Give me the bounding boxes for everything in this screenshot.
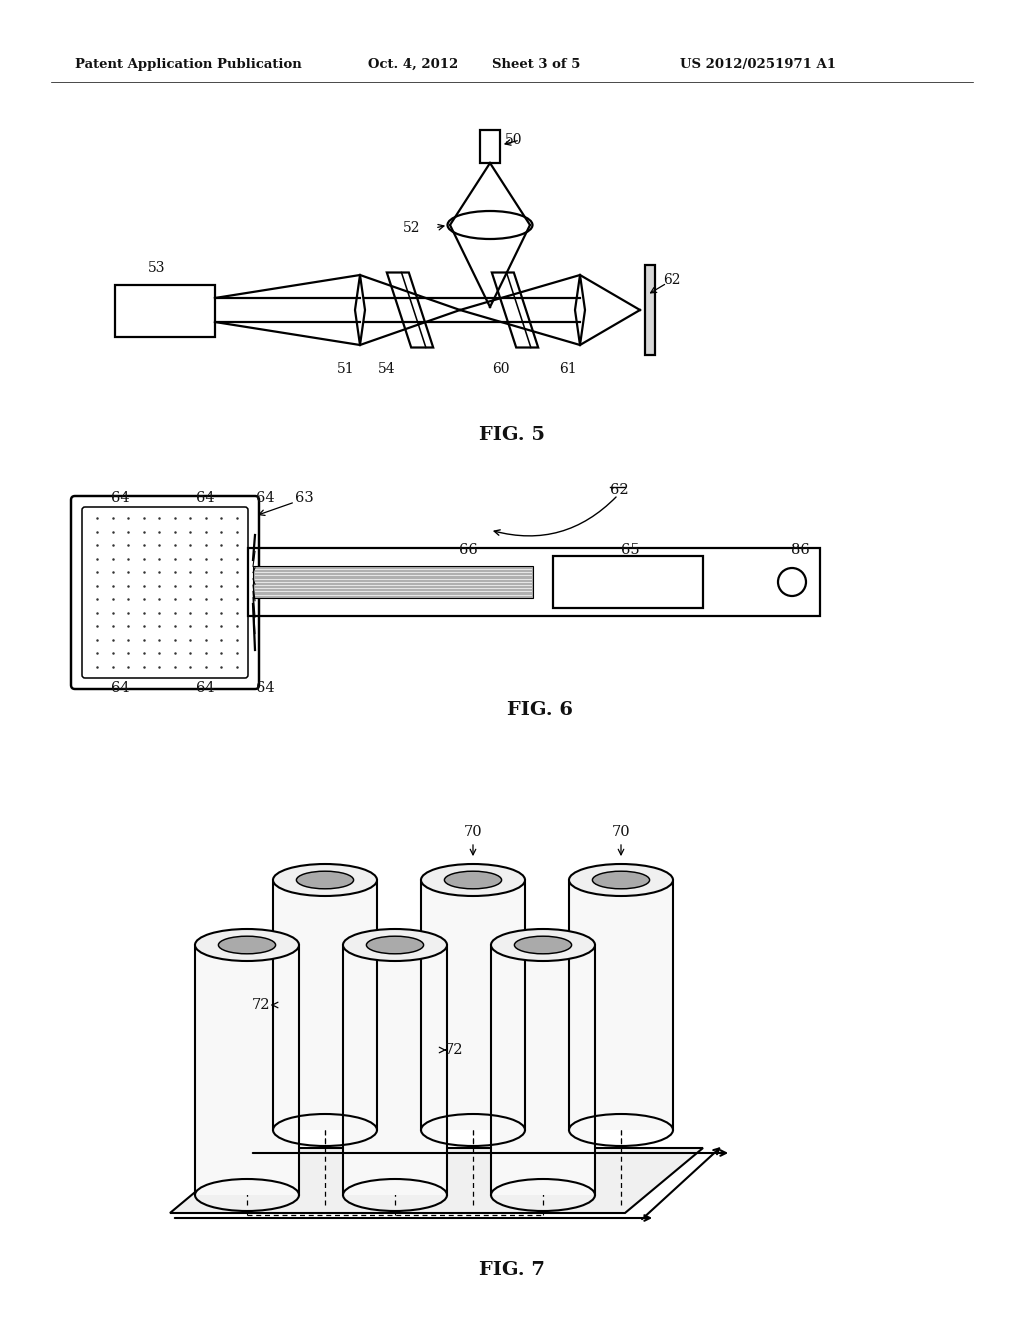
Ellipse shape [421,865,525,896]
Text: 63: 63 [295,491,313,506]
Text: 61: 61 [559,362,577,376]
Text: US 2012/0251971 A1: US 2012/0251971 A1 [680,58,836,71]
Ellipse shape [593,871,649,888]
Text: Sheet 3 of 5: Sheet 3 of 5 [492,58,581,71]
Ellipse shape [343,929,447,961]
Ellipse shape [514,936,571,954]
Text: 64: 64 [196,491,214,506]
Text: Patent Application Publication: Patent Application Publication [75,58,302,71]
Polygon shape [195,945,299,1195]
Text: FIG. 6: FIG. 6 [507,701,573,719]
Polygon shape [421,880,525,1130]
Text: 64: 64 [196,681,214,696]
Polygon shape [273,880,377,1130]
Polygon shape [645,265,655,355]
Text: Oct. 4, 2012: Oct. 4, 2012 [368,58,459,71]
Text: 53: 53 [148,261,166,275]
Text: 64: 64 [111,681,129,696]
Polygon shape [253,566,534,598]
Ellipse shape [444,871,502,888]
Text: 52: 52 [402,220,420,235]
Ellipse shape [273,865,377,896]
Text: 64: 64 [111,491,129,506]
Polygon shape [490,945,595,1195]
Polygon shape [343,945,447,1195]
Text: 54: 54 [378,362,395,376]
Text: FIG. 7: FIG. 7 [479,1261,545,1279]
Ellipse shape [367,936,424,954]
Text: 72: 72 [252,998,270,1012]
Ellipse shape [296,871,353,888]
Polygon shape [569,880,673,1130]
Text: FIG. 5: FIG. 5 [479,426,545,444]
Ellipse shape [490,929,595,961]
Text: 64: 64 [256,681,274,696]
Polygon shape [170,1148,703,1213]
Text: 50: 50 [505,133,522,147]
Text: 86: 86 [791,543,809,557]
Text: 62: 62 [610,483,629,498]
Text: 65: 65 [621,543,639,557]
Text: 72: 72 [445,1043,464,1057]
Text: 62: 62 [663,273,681,286]
Ellipse shape [195,929,299,961]
Text: 51: 51 [337,362,355,376]
Text: 60: 60 [493,362,510,376]
Ellipse shape [569,865,673,896]
Text: 70: 70 [464,825,482,840]
Ellipse shape [218,936,275,954]
Polygon shape [553,556,703,609]
Text: 64: 64 [256,491,274,506]
Text: 66: 66 [459,543,477,557]
Text: 70: 70 [611,825,631,840]
